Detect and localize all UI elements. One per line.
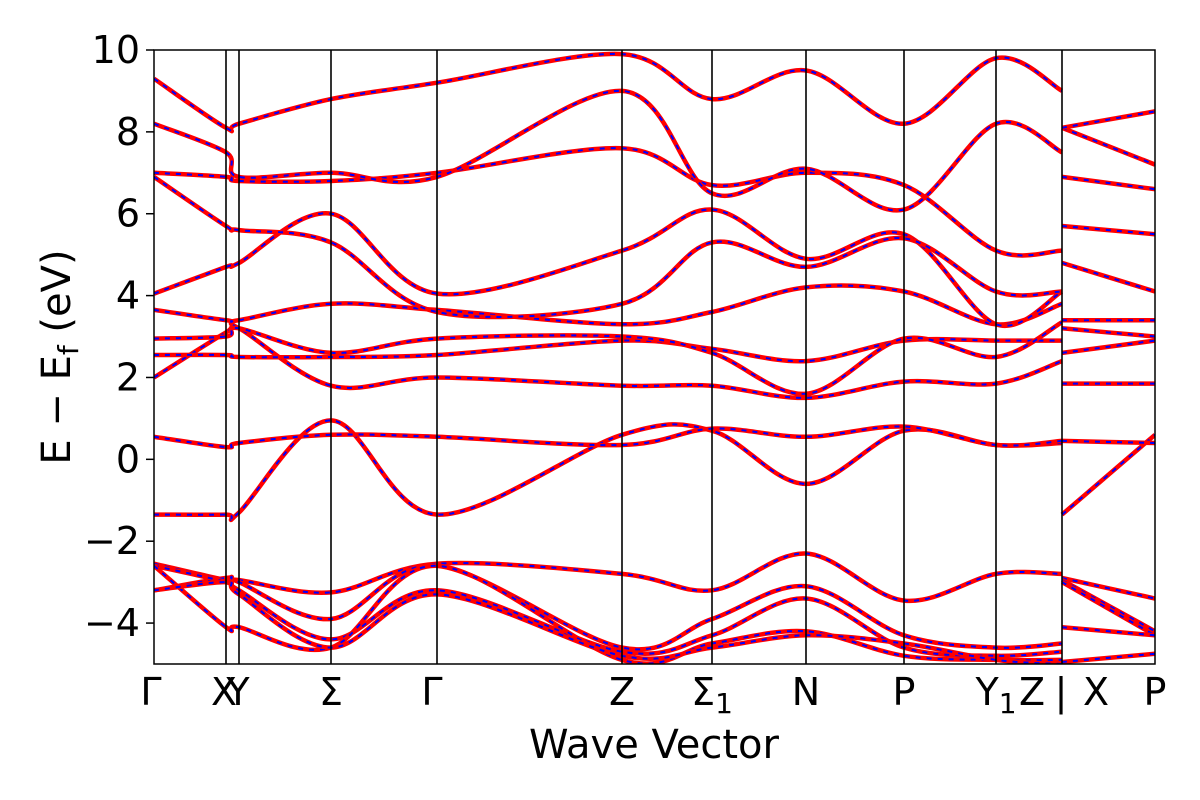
band-line-dashed	[1061, 327, 1155, 338]
y-tick-label: −4	[84, 601, 140, 645]
x-tick-label: Y	[225, 670, 250, 714]
band-line-dashed	[154, 89, 1063, 212]
high-symmetry-lines	[225, 50, 1063, 664]
x-axis-ticks: Γ XY Σ Γ Z Σ1 N P Y1 Z | X P	[140, 670, 1166, 720]
y-axis-title-unit: (eV)	[34, 249, 80, 332]
x-tick-label: Σ	[319, 670, 343, 714]
band-line-dashed	[1061, 652, 1155, 663]
band-lines	[154, 51, 1155, 664]
x-tick-label: P	[1144, 670, 1167, 714]
plot-frame	[153, 49, 1156, 665]
band-line-solid	[154, 563, 1063, 652]
x-tick-label: |	[1055, 670, 1068, 715]
band-line-dashed	[154, 208, 1063, 327]
x-tick-label: X	[1083, 670, 1109, 714]
y-axis-ticks: −4 −2 0 2 4 6 8 10	[84, 28, 154, 645]
band-line-dashed	[1061, 581, 1155, 637]
band-line-solid	[154, 145, 1063, 258]
band-line-dashed	[1061, 626, 1155, 637]
x-tick-label: Σ1	[691, 670, 733, 720]
x-tick-label: Z	[609, 670, 635, 714]
band-line-dashed	[1061, 339, 1155, 354]
band-line-solid	[154, 551, 1063, 604]
y-tick-label: 4	[116, 274, 140, 318]
x-tick-label: Γ	[421, 670, 442, 714]
band-line-dashed	[154, 147, 1063, 257]
y-axis-title: E − Ef (eV)	[34, 249, 85, 464]
y-tick-label: −2	[84, 519, 140, 563]
y-tick-label: 8	[116, 110, 140, 154]
y-tick-label: 6	[116, 192, 140, 236]
band-line-dashed	[1061, 110, 1155, 129]
band-line-dashed	[154, 581, 1063, 664]
x-tick-label: P	[893, 670, 916, 714]
y-tick-label: 0	[116, 437, 140, 481]
x-tick-label: X	[211, 670, 237, 714]
y-tick-label: 10	[92, 28, 140, 72]
band-line-dashed	[1061, 225, 1155, 236]
band-line-dashed	[1061, 439, 1155, 444]
x-tick-label: Y1	[974, 670, 1016, 720]
y-tick-label: 2	[116, 355, 140, 399]
band-line-dashed	[1061, 126, 1155, 166]
y-axis-title-main: E − E	[34, 355, 80, 465]
y-axis-title-subscript: f	[52, 344, 85, 355]
x-tick-label: N	[792, 670, 820, 714]
x-tick-label: Z	[1019, 670, 1045, 714]
band-line-dashed	[1061, 261, 1155, 293]
x-axis-title: Wave Vector	[529, 722, 780, 768]
band-line-dashed	[1061, 175, 1155, 191]
x-tick-label: Γ	[140, 670, 161, 714]
band-line-dashed	[154, 552, 1063, 602]
band-line-dashed	[1061, 577, 1155, 600]
